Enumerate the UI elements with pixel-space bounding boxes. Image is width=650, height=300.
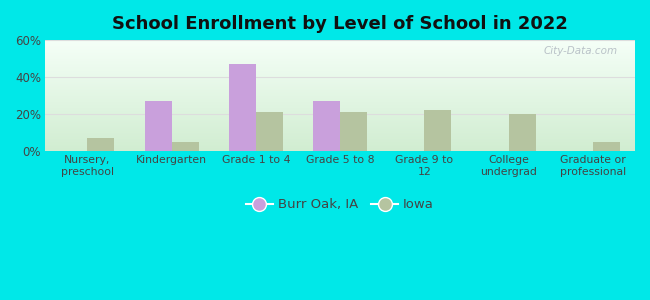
Bar xyxy=(508,114,536,151)
Bar xyxy=(87,138,114,151)
Text: City-Data.com: City-Data.com xyxy=(543,46,618,56)
Bar xyxy=(172,142,198,151)
Bar xyxy=(229,64,256,151)
Title: School Enrollment by Level of School in 2022: School Enrollment by Level of School in … xyxy=(112,15,568,33)
Bar xyxy=(424,110,451,151)
Bar xyxy=(340,112,367,151)
Bar xyxy=(256,112,283,151)
Legend: Burr Oak, IA, Iowa: Burr Oak, IA, Iowa xyxy=(241,193,439,217)
Bar xyxy=(144,101,172,151)
Bar xyxy=(593,142,620,151)
Bar xyxy=(313,101,340,151)
